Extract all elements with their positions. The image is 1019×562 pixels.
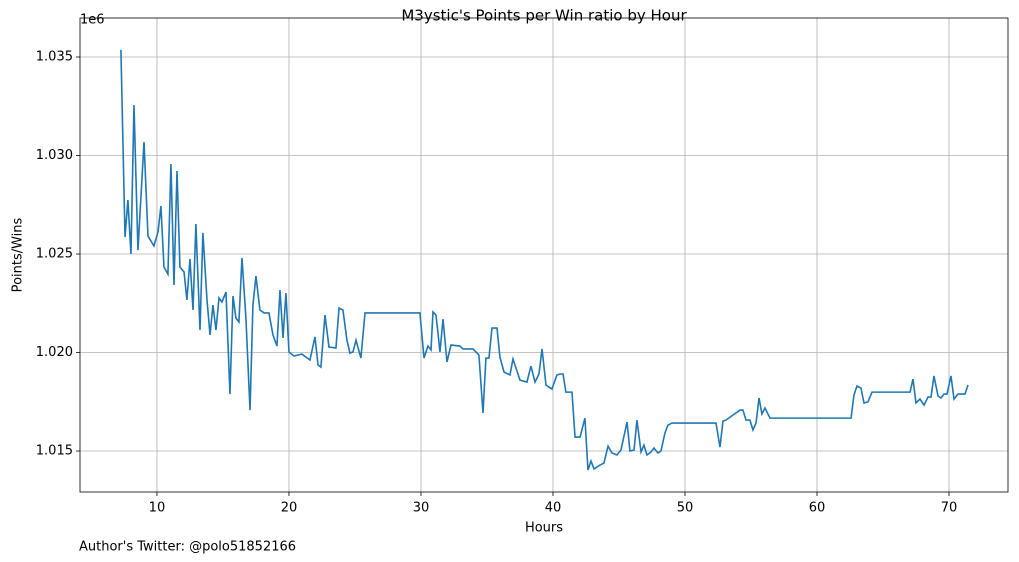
y-offset-label: 1e6 (80, 13, 105, 28)
data-line (120, 49, 969, 471)
y-axis-label: Points/Wins (11, 217, 26, 292)
y-tick-label: 1.030 (36, 148, 73, 163)
footnote: Author's Twitter: @polo51852166 (79, 540, 296, 555)
x-axis-label: Hours (525, 521, 563, 536)
x-tick-label: 40 (545, 501, 562, 516)
plot-frame (79, 17, 1009, 493)
x-tick-label: 20 (281, 501, 298, 516)
x-tick-label: 60 (809, 501, 826, 516)
y-tick-label: 1.035 (36, 50, 73, 65)
x-tick-label: 30 (413, 501, 430, 516)
chart-title: M3ystic's Points per Win ratio by Hour (401, 7, 687, 25)
x-tick-label: 70 (941, 501, 958, 516)
x-tick-label: 10 (149, 501, 166, 516)
y-tick-label: 1.015 (36, 444, 73, 459)
y-tick-label: 1.020 (36, 345, 73, 360)
x-tick-label: 50 (677, 501, 694, 516)
y-tick-label: 1.025 (36, 247, 73, 262)
